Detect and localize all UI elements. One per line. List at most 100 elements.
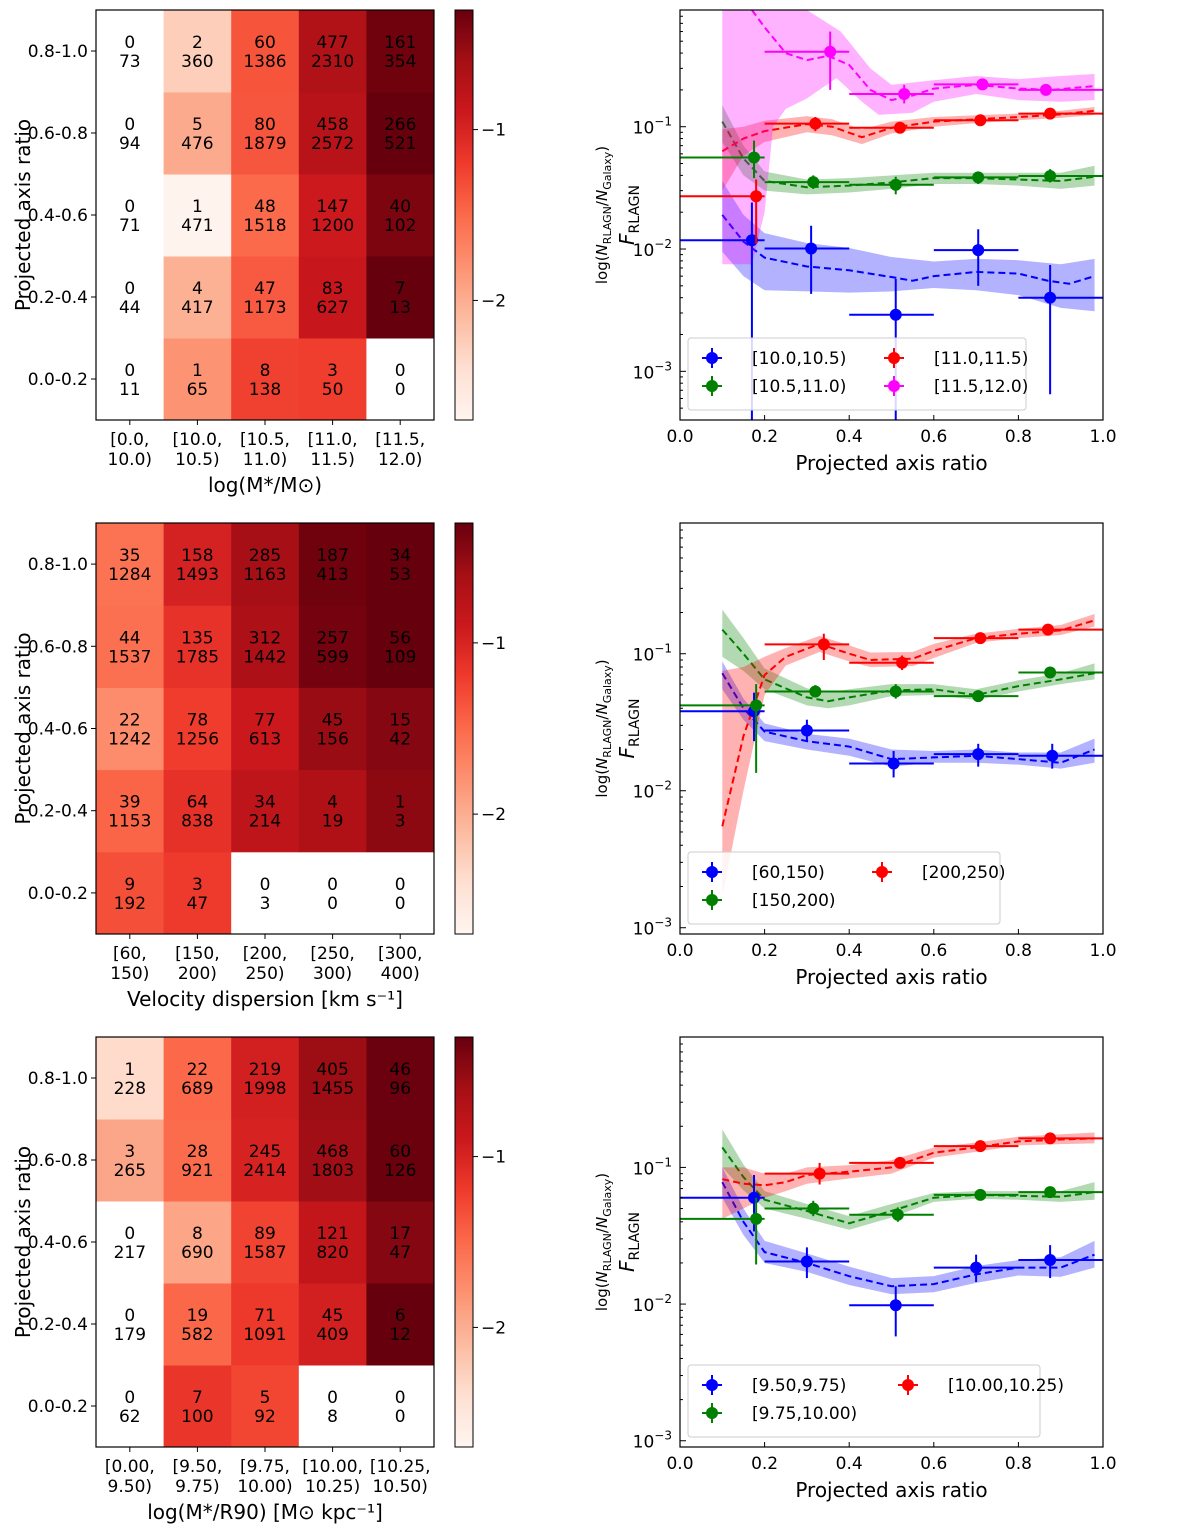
fraction-panel-1: 0.0 0.2 0.4 0.6 0.8 1.010−110−210−3Projected …: [615, 9, 1117, 475]
legend-marker: [876, 866, 888, 878]
data-point: [745, 234, 758, 247]
x-tick-label: 0.6: [920, 427, 947, 447]
y-tick-label: 10−2: [633, 1292, 672, 1316]
y-tick-label: 0.2-0.4: [28, 288, 88, 308]
cell-count-rlagn: 266: [384, 115, 416, 135]
cell-count-rlagn: 161: [384, 33, 416, 53]
data-point: [891, 1208, 904, 1221]
heatmap-cell: [298, 92, 367, 175]
heatmap-cell: [231, 1037, 300, 1120]
cell-count-galaxy: 1879: [243, 134, 286, 154]
x-tick-label: 0.8: [1005, 1454, 1032, 1474]
y-tick-label: 0.0-0.2: [28, 884, 88, 904]
cell-count-rlagn: 0: [124, 197, 135, 217]
heatmap-cell: [96, 769, 165, 853]
confidence-band: [722, 10, 1095, 265]
cell-count-rlagn: 47: [254, 279, 276, 299]
cell-count-galaxy: 599: [316, 647, 348, 667]
colorbar: [454, 9, 474, 421]
cell-count-rlagn: 121: [316, 1224, 348, 1244]
plot-frame: [679, 1036, 1104, 1448]
y-tick-label: 10−3: [633, 359, 672, 383]
data-point: [1044, 170, 1057, 183]
heatmap-cell: [366, 10, 435, 93]
x-tick-label: 0.8: [1005, 427, 1032, 447]
heatmap-cell: [231, 523, 300, 606]
cell-count-galaxy: 44: [119, 298, 141, 318]
legend-box: [687, 851, 1001, 925]
fraction-panel-5: 0.0 0.2 0.4 0.6 0.8 1.0 10−1 10−2 10−3 Projected …: [615, 1036, 1117, 1502]
cell-count-galaxy: 62: [119, 1407, 141, 1427]
colorbar-label: log(NRLAGN/NGalaxy): [593, 1173, 614, 1311]
cell-count-rlagn: 77: [254, 711, 276, 731]
cell-count-galaxy: 1163: [243, 565, 286, 585]
cell-count-galaxy: 476: [181, 134, 213, 154]
cell-count-galaxy: 413: [316, 565, 348, 585]
cell-count-rlagn: 83: [322, 279, 344, 299]
cell-count-rlagn: 28: [187, 1142, 209, 1162]
heatmap-cell: [298, 1365, 367, 1448]
smoothed-curve: [721, 109, 1095, 153]
plot-area: [680, 609, 1103, 897]
cell-count-galaxy: 690: [181, 1243, 213, 1263]
cell-count-rlagn: 89: [254, 1224, 276, 1244]
heatmap-cell: [96, 1283, 165, 1366]
x-tick-label: 400): [381, 964, 420, 984]
x-axis-label: log(M*/R90) [M⊙ kpc⁻¹]: [147, 1500, 383, 1524]
x-tick-label: 0.0: [666, 941, 693, 961]
heatmap-cell: [298, 605, 367, 688]
x-tick-label: 0.8: [1005, 941, 1032, 961]
cell-count-rlagn: 0: [124, 279, 135, 299]
confidence-band: [722, 1167, 1095, 1295]
x-axis-label: Velocity dispersion [km s⁻¹]: [127, 987, 403, 1011]
heatmap-cell: [298, 338, 367, 421]
heatmap-cell: [96, 605, 165, 688]
heatmap-cell: [231, 1283, 300, 1366]
x-tick-label: [150,: [175, 944, 219, 964]
cell-count-rlagn: 46: [389, 1060, 411, 1080]
cell-count-galaxy: 689: [181, 1079, 213, 1099]
cell-count-galaxy: 613: [249, 730, 281, 750]
cell-count-galaxy: 92: [254, 1407, 276, 1427]
cell-count-rlagn: 0: [327, 1388, 338, 1408]
heatmap-cell: [366, 1365, 435, 1448]
plot-frame: [679, 9, 1104, 421]
cell-count-rlagn: 0: [395, 361, 406, 381]
heatmap-cell: [163, 1037, 232, 1120]
colorbar-tick-label: −1: [481, 1148, 506, 1168]
cell-count-rlagn: 5: [260, 1388, 271, 1408]
x-tick-label: 12.0): [378, 450, 422, 470]
data-point: [748, 1191, 761, 1204]
cell-count-rlagn: 8: [260, 361, 271, 381]
data-point: [889, 685, 902, 698]
x-axis-label: Projected axis ratio: [795, 451, 987, 475]
data-point: [1044, 291, 1057, 304]
cell-count-rlagn: 158: [181, 546, 213, 566]
data-point: [1044, 107, 1057, 120]
cell-count-rlagn: 9: [124, 875, 135, 895]
cell-count-galaxy: 1173: [243, 298, 286, 318]
heatmap-cell: [366, 687, 435, 771]
cell-count-rlagn: 285: [249, 546, 281, 566]
heatmap-cell: [366, 769, 435, 853]
data-point: [750, 699, 763, 712]
cell-count-rlagn: 60: [254, 33, 276, 53]
confidence-band: [722, 609, 1095, 709]
data-point: [807, 176, 820, 189]
y-tick-label: 0.2-0.4: [28, 802, 88, 822]
data-point: [889, 308, 902, 321]
confidence-band: [722, 105, 1095, 195]
smoothed-curve: [722, 1137, 1095, 1187]
y-tick-label: 0.4-0.6: [28, 1233, 88, 1253]
confidence-band: [722, 1129, 1095, 1230]
heatmap-cell: [231, 687, 300, 771]
data-point: [1044, 1254, 1057, 1267]
data-point: [1044, 1132, 1057, 1145]
heatmap-cell: [366, 92, 435, 175]
cell-count-galaxy: 417: [181, 298, 213, 318]
cell-count-galaxy: 2572: [311, 134, 354, 154]
cell-count-rlagn: 6: [395, 1306, 406, 1326]
x-tick-label: 0.2: [751, 941, 778, 961]
cell-count-galaxy: 53: [389, 565, 411, 585]
